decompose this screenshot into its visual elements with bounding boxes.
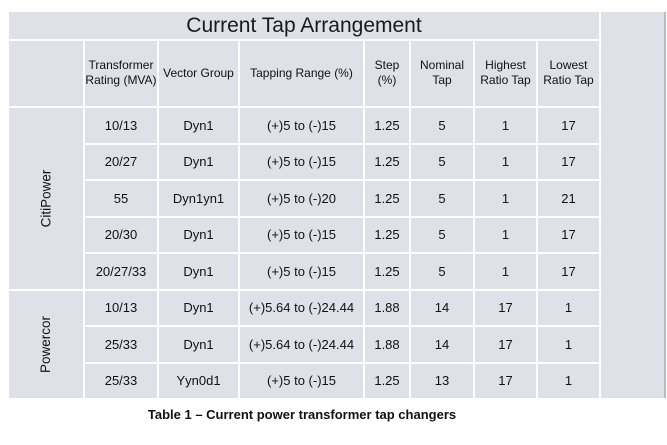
table-cell: 5 bbox=[438, 227, 446, 243]
table-cell: 17 bbox=[498, 300, 513, 316]
table-cell: 25/33 bbox=[104, 373, 138, 389]
row-divider bbox=[9, 288, 599, 291]
title-divider bbox=[9, 39, 599, 41]
table-cell: 20/30 bbox=[104, 227, 138, 243]
column-header: Nominal Tap bbox=[419, 58, 464, 87]
table-cell: 1 bbox=[501, 263, 510, 279]
table-caption: Table 1 – Current power transformer tap … bbox=[147, 407, 457, 422]
table-cell: 5 bbox=[438, 154, 446, 170]
column-header: Step (%) bbox=[374, 58, 400, 87]
column-divider bbox=[238, 40, 240, 398]
table-cell: 17 bbox=[561, 227, 576, 243]
group-label-citipower: CitiPower bbox=[9, 108, 83, 289]
column-divider bbox=[473, 40, 475, 398]
row-divider bbox=[83, 179, 599, 181]
row-divider bbox=[83, 215, 599, 218]
column-divider bbox=[83, 40, 85, 398]
table-cell: 14 bbox=[434, 300, 450, 316]
header-divider bbox=[9, 106, 599, 108]
table-cell: 1 bbox=[564, 373, 573, 389]
table-cell: 5 bbox=[438, 263, 446, 279]
table-cell: Dyn1 bbox=[183, 117, 214, 133]
group-label-text: Powercor bbox=[38, 315, 54, 373]
table-cell: 1.25 bbox=[374, 117, 400, 133]
table-cell: 10/13 bbox=[104, 300, 138, 316]
table-cell: 17 bbox=[498, 373, 513, 389]
column-divider bbox=[599, 40, 601, 398]
column-header: Highest Ratio Tap bbox=[480, 58, 531, 87]
column-header: Tapping Range (%) bbox=[250, 65, 353, 80]
table-cell: Yyn0d1 bbox=[176, 373, 221, 389]
table-cell: 1 bbox=[501, 117, 510, 133]
row-divider bbox=[83, 325, 599, 327]
table-cell: 1 bbox=[564, 300, 573, 316]
table-cell: 1 bbox=[501, 154, 510, 170]
table-cell: 20/27 bbox=[104, 154, 138, 170]
table-cell: Dyn1 bbox=[183, 300, 214, 316]
table-cell: Dyn1yn1 bbox=[172, 190, 225, 206]
table-cell: 1 bbox=[501, 227, 510, 243]
table-cell: 55 bbox=[113, 190, 129, 206]
table-cell: Dyn1 bbox=[183, 336, 214, 352]
table-cell: 1 bbox=[564, 336, 573, 352]
column-divider bbox=[363, 40, 365, 398]
table-cell: Dyn1 bbox=[183, 154, 214, 170]
table-cell: (+)5 to (-)15 bbox=[267, 154, 336, 170]
table-cell: 21 bbox=[561, 190, 576, 206]
table-cell: 17 bbox=[561, 154, 576, 170]
row-divider bbox=[83, 142, 599, 145]
table-cell: (+)5 to (-)15 bbox=[267, 117, 336, 133]
table-cell: 1.25 bbox=[374, 190, 400, 206]
table-cell: 1.25 bbox=[374, 373, 400, 389]
table-cell: (+)5.64 to (-)24.44 bbox=[248, 300, 355, 316]
table-cell: 1.88 bbox=[374, 336, 400, 352]
table-cell: (+)5 to (-)15 bbox=[267, 263, 336, 279]
table-title: Current Tap Arrangement bbox=[186, 14, 422, 37]
group-label-text: CitiPower bbox=[38, 169, 54, 228]
table-cell: 17 bbox=[561, 117, 576, 133]
table-cell: 17 bbox=[561, 263, 576, 279]
table-right-border bbox=[664, 12, 666, 398]
table-cell: Dyn1 bbox=[183, 227, 214, 243]
table-cell: 20/27/33 bbox=[95, 263, 147, 279]
table-cell: 5 bbox=[438, 117, 446, 133]
table-cell: (+)5 to (-)20 bbox=[267, 190, 336, 206]
table-background bbox=[9, 12, 599, 398]
column-divider bbox=[409, 40, 411, 398]
table-cell: 13 bbox=[434, 373, 450, 389]
column-header: Lowest Ratio Tap bbox=[543, 58, 594, 87]
group-label-powercor: Powercor bbox=[9, 291, 83, 399]
table-cell: 1.88 bbox=[374, 300, 400, 316]
table-cell: 10/13 bbox=[104, 117, 138, 133]
table-cell: 5 bbox=[438, 190, 446, 206]
column-divider bbox=[157, 40, 159, 398]
table-cell: 17 bbox=[498, 336, 513, 352]
table-cell: (+)5 to (-)15 bbox=[267, 227, 336, 243]
column-divider bbox=[536, 40, 538, 398]
table-cell: 14 bbox=[434, 336, 450, 352]
table-cell: 1.25 bbox=[374, 263, 400, 279]
table-cell: 1.25 bbox=[374, 227, 400, 243]
table-cell: (+)5.64 to (-)24.44 bbox=[248, 336, 355, 352]
row-divider bbox=[83, 252, 599, 254]
table-cell: (+)5 to (-)15 bbox=[267, 373, 336, 389]
table-side-panel bbox=[601, 12, 664, 398]
row-divider bbox=[83, 361, 599, 364]
table-cell: Dyn1 bbox=[183, 263, 214, 279]
table-cell: 1.25 bbox=[374, 154, 400, 170]
table-cell: 1 bbox=[501, 190, 510, 206]
table-cell: 25/33 bbox=[104, 336, 138, 352]
column-header: Vector Group bbox=[163, 65, 234, 80]
column-header: Transformer Rating (MVA) bbox=[85, 58, 157, 87]
